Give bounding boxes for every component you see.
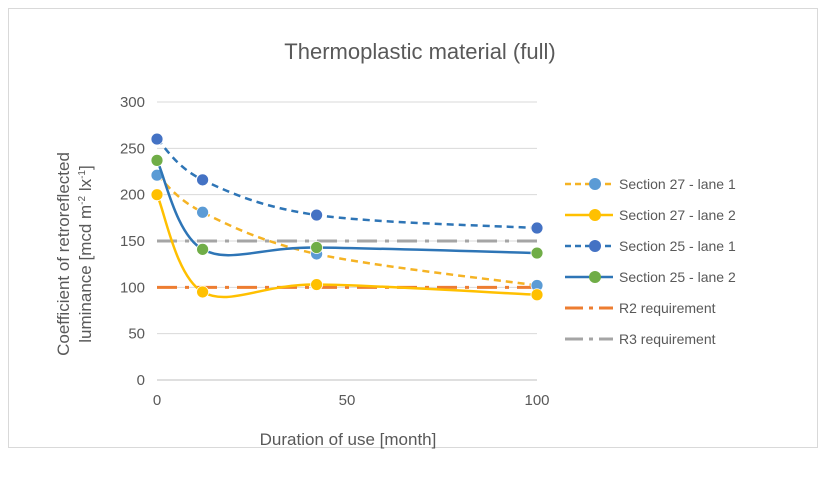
y-tick-label: 150 (120, 233, 145, 250)
data-point (530, 221, 544, 235)
data-point (196, 205, 210, 219)
series-line (155, 159, 538, 257)
y-tick-label: 50 (128, 326, 145, 343)
legend-label: R3 requirement (619, 331, 716, 347)
data-point (310, 208, 324, 222)
legend-label: Section 25 - lane 1 (619, 238, 736, 254)
legend-label: Section 27 - lane 2 (619, 207, 736, 223)
series-line (155, 194, 538, 299)
legend-entry: Section 25 - lane 2 (565, 269, 736, 285)
data-point (150, 188, 164, 202)
series-0 (150, 168, 544, 292)
legend-label: Section 25 - lane 2 (619, 269, 736, 285)
legend-entry: Section 25 - lane 1 (565, 238, 736, 254)
legend-label: R2 requirement (619, 300, 716, 316)
legend: Section 27 - lane 1 Section 27 - lane 2 Se… (565, 176, 736, 347)
legend-marker (589, 178, 601, 190)
chart-title: Thermoplastic material (full) (284, 39, 555, 64)
y-axis-label-line1: Coefficient of retroreflected (54, 152, 73, 356)
legend-entry: Section 27 - lane 1 (565, 176, 736, 192)
data-point (150, 132, 164, 146)
x-axis-label: Duration of use [month] (260, 430, 437, 449)
y-tick-label: 200 (120, 187, 145, 204)
data-point (196, 285, 210, 299)
data-point (530, 288, 544, 302)
legend-marker (589, 240, 601, 252)
y-tick-label: 100 (120, 279, 145, 296)
series-line (156, 138, 538, 230)
y-tick-label: 250 (120, 140, 145, 157)
tick-labels: 0 50 100 150 200 250 300 0 50 100 (120, 94, 550, 409)
y-tick-label: 300 (120, 94, 145, 111)
y-tick-label: 0 (137, 372, 145, 389)
x-tick-label: 0 (153, 392, 161, 409)
legend-entry: Section 27 - lane 2 (565, 207, 736, 223)
x-tick-label: 50 (339, 392, 356, 409)
chart-frame: Thermoplastic material (full) 0 50 100 150 2… (8, 8, 818, 449)
line-chart: Thermoplastic material (full) 0 50 100 150 2… (54, 39, 736, 449)
legend-marker (589, 209, 601, 221)
series-1 (150, 188, 544, 302)
x-tick-label: 100 (524, 392, 549, 409)
data-point (530, 246, 544, 260)
legend-entry: R3 requirement (565, 331, 716, 347)
data-point (310, 241, 324, 254)
legend-marker (589, 271, 601, 283)
series-line (156, 174, 538, 287)
data-point (196, 173, 210, 187)
series-2 (150, 132, 544, 235)
series-3 (150, 153, 544, 260)
legend-label: Section 27 - lane 1 (619, 176, 736, 192)
data-point (196, 242, 210, 256)
y-axis-label-line2: luminance [mcd m-2 lx-1] (76, 165, 95, 342)
data-point (150, 153, 164, 167)
legend-entry: R2 requirement (565, 300, 716, 316)
data-point (310, 278, 324, 291)
series-layer (150, 132, 544, 302)
